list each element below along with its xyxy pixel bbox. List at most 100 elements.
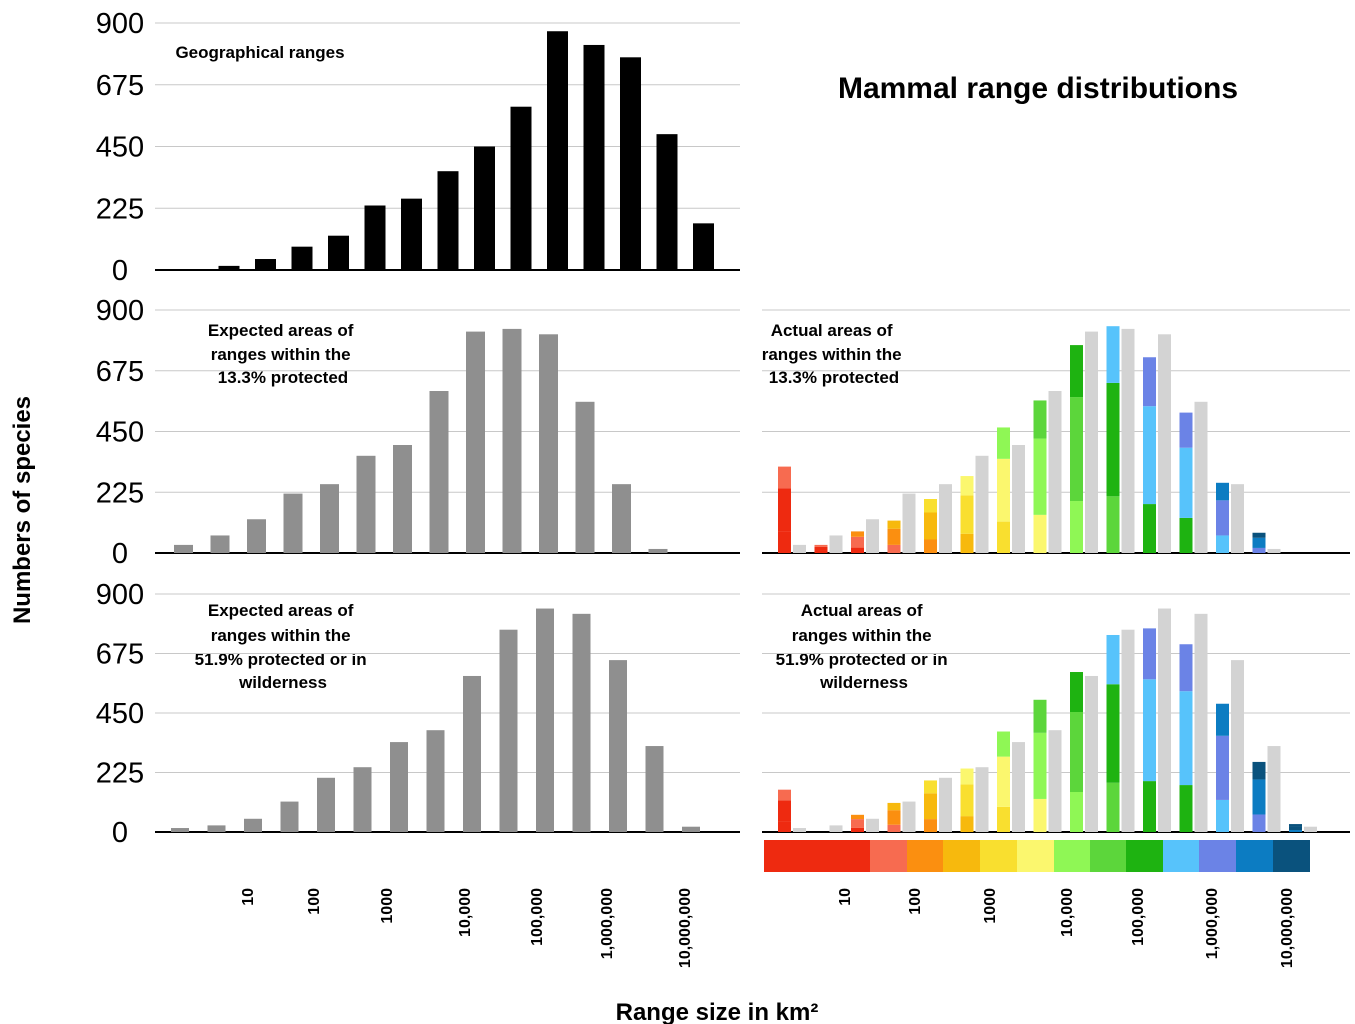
actual-bar-2-0-seg1 [778,488,791,532]
bar-3-9 [499,629,518,832]
actual-bar-4-11-seg1 [1179,691,1193,786]
actual-bar-2-6-seg0 [997,521,1010,553]
actual-bar-2-1-seg0 [814,550,828,553]
bar-0-4 [328,235,349,270]
y-tick-label-1-4: 900 [96,295,144,327]
y-tick-label-1-3: 675 [96,356,144,388]
expected-bar-4-10 [1158,608,1171,832]
actual-bar-4-3-seg1 [887,810,901,825]
panel-title-expected-51: Expected areas of ranges within the 51.9… [195,601,372,692]
actual-bar-2-3-seg0 [887,544,901,553]
x-axis-title: Range size in km² [616,999,819,1024]
actual-bar-2-5-seg1 [960,495,974,534]
y-tick-label-0-2: 450 [96,132,144,164]
actual-bar-2-2-seg1 [851,536,864,548]
actual-bar-2-4-seg2 [924,499,937,513]
bar-0-6 [401,198,422,270]
actual-bar-2-1-seg1 [814,546,828,551]
bar-3-5 [353,767,372,832]
actual-bar-4-10-seg2 [1143,628,1156,680]
expected-bar-2-1 [829,535,843,553]
actual-bar-4-6-seg2 [997,731,1010,757]
x-tick-label-left-6: 10,000,000 [677,888,694,968]
bar-0-3 [291,246,313,270]
y-tick-label-1-2: 450 [96,417,144,449]
panel-title-expected-13: Expected areas of ranges within the 13.3… [208,321,358,387]
bar-3-0 [171,828,189,832]
actual-bar-4-8-seg0 [1070,792,1083,832]
actual-bar-4-6-seg0 [997,806,1010,832]
actual-bar-2-11-seg2 [1179,412,1193,448]
x-tick-label-left-2: 1000 [379,888,396,924]
bar-1-5 [356,455,376,553]
actual-bar-4-13-seg2 [1252,761,1266,780]
expected-bar-2-2 [866,519,879,553]
actual-bar-2-13-seg2 [1252,532,1266,538]
bar-1-1 [210,535,230,553]
y-tick-label-0-1: 225 [96,193,144,225]
actual-bar-2-7-seg2 [1033,400,1047,439]
expected-bar-2-10 [1158,334,1171,553]
y-tick-label-3-1: 225 [96,758,144,790]
actual-bar-4-3-seg0 [887,824,901,832]
y-tick-label-3-4: 900 [96,579,144,611]
y-tick-label-3-3: 675 [96,639,144,671]
actual-bar-4-5-seg2 [960,768,974,785]
y-tick-label-0-3: 675 [96,70,144,102]
expected-bar-2-9 [1121,328,1135,553]
expected-bar-4-3 [902,801,916,832]
y-tick-label-1-0: 0 [112,538,128,570]
actual-bar-2-0-seg0 [778,531,791,553]
x-tick-label-right-6: 10,000,000 [1279,888,1296,968]
expected-bar-4-4 [939,777,952,832]
bar-1-0 [174,544,193,553]
expected-bar-2-0 [793,544,806,553]
actual-bar-4-14-seg1 [1289,826,1302,831]
color-scale-cell-3 [943,840,980,872]
actual-bar-2-0-seg2 [778,466,791,489]
bar-3-1 [207,825,226,832]
expected-bar-4-2 [866,818,879,832]
color-scale-cell-1 [870,840,907,872]
expected-bar-2-3 [902,493,916,553]
actual-bar-2-10-seg2 [1143,357,1156,407]
x-tick-label-left-0: 10 [240,888,257,906]
bar-3-2 [244,818,262,832]
color-scale-cell-0 [764,840,870,872]
actual-bar-4-7-seg2 [1033,699,1047,733]
expected-bar-4-8 [1085,675,1098,832]
actual-bar-2-13-seg0 [1252,547,1266,553]
actual-bar-2-6-seg2 [997,427,1010,459]
bar-0-8 [474,146,495,270]
actual-bar-4-7-seg1 [1033,732,1047,799]
bar-1-7 [429,391,449,553]
actual-bar-2-6-seg1 [997,458,1010,522]
expected-bar-4-0 [793,828,806,832]
actual-bar-4-8-seg2 [1070,672,1083,713]
bar-0-12 [620,57,641,270]
actual-bar-4-14-seg0 [1289,830,1302,832]
bar-1-6 [393,445,412,553]
actual-bar-2-9-seg2 [1106,326,1120,383]
actual-bar-4-9-seg2 [1106,634,1120,685]
expected-bar-2-11 [1194,401,1208,553]
bar-3-4 [317,777,335,832]
x-tick-label-left-4: 100,000 [529,888,546,946]
color-scale-cell-12 [1273,840,1310,872]
actual-bar-2-7-seg0 [1033,514,1047,553]
actual-bar-2-12-seg1 [1216,500,1229,536]
actual-bar-2-7-seg1 [1033,438,1047,515]
x-tick-label-right-3: 10,000 [1059,888,1076,937]
actual-bar-4-3-seg2 [887,802,901,811]
actual-bar-2-10-seg0 [1143,504,1156,553]
actual-bar-4-12-seg2 [1216,703,1229,736]
actual-bar-4-4-seg2 [924,780,937,794]
actual-bar-4-10-seg1 [1143,679,1156,782]
bar-1-9 [502,328,522,553]
bar-0-11 [583,44,605,271]
actual-bar-2-1-seg2 [814,544,828,547]
bar-1-10 [539,334,558,553]
bar-3-13 [645,746,664,832]
y-tick-label-0-4: 900 [96,8,144,40]
expected-bar-2-13 [1267,548,1281,553]
